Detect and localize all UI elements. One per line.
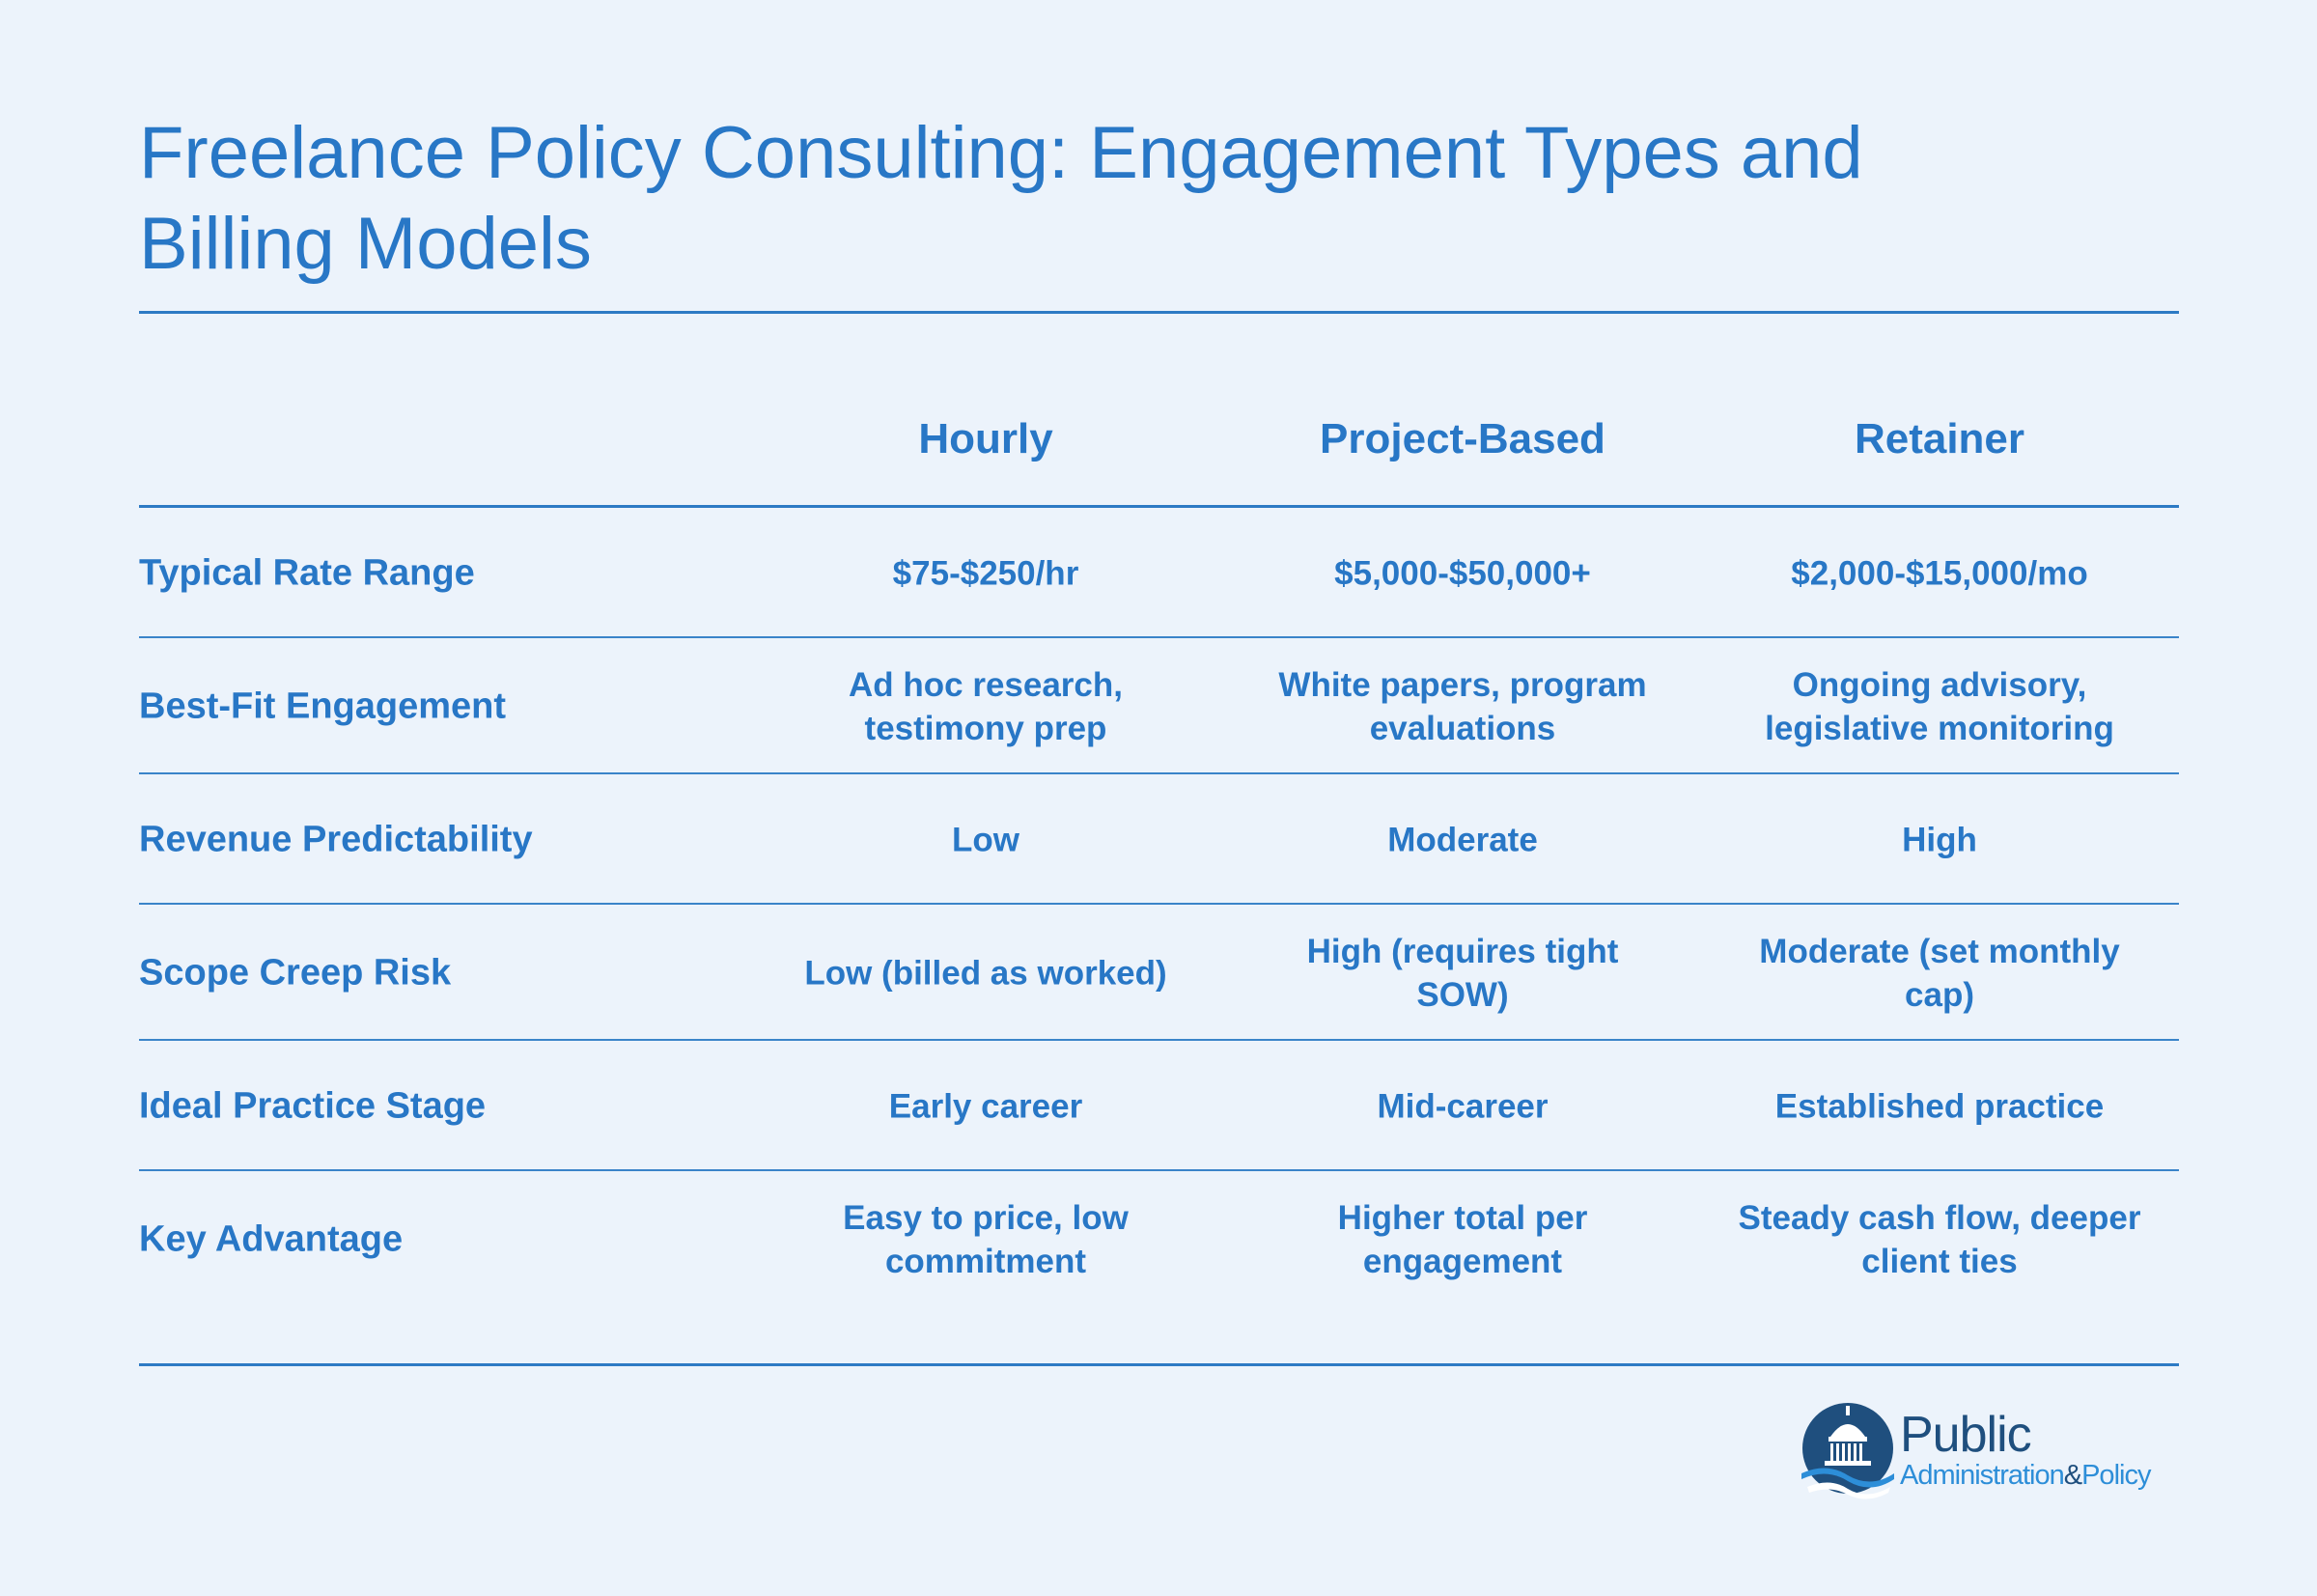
logo-subtitle: Administration&Policy bbox=[1900, 1460, 2151, 1491]
row-divider bbox=[139, 903, 2179, 905]
table-cell: White papers, program evaluations bbox=[1278, 665, 1647, 747]
table-cell: Ad hoc research, testimony prep bbox=[849, 665, 1123, 747]
capitol-dome-icon bbox=[1801, 1403, 1894, 1499]
table-cell: Steady cash flow, deeper client ties bbox=[1738, 1198, 2141, 1280]
row-label: Revenue Predictability bbox=[139, 819, 533, 859]
table-row: Key Advantage Easy to price, low commitm… bbox=[139, 1171, 2179, 1307]
table-cell: Moderate bbox=[1387, 821, 1538, 858]
table-bottom-rule bbox=[139, 1363, 2179, 1366]
row-label: Key Advantage bbox=[139, 1218, 404, 1259]
row-label: Typical Rate Range bbox=[139, 552, 475, 593]
table-cell: $2,000-$15,000/mo bbox=[1791, 554, 2088, 592]
table-row: Scope Creep Risk Low (billed as worked) … bbox=[139, 905, 2179, 1041]
table-cell: Low (billed as worked) bbox=[804, 954, 1167, 992]
table-cell: Ongoing advisory, legislative monitoring bbox=[1765, 665, 2114, 747]
row-label: Ideal Practice Stage bbox=[139, 1085, 487, 1126]
logo-subtitle-right: Policy bbox=[2081, 1460, 2151, 1491]
table-cell: Mid-career bbox=[1377, 1087, 1549, 1125]
row-divider bbox=[139, 772, 2179, 774]
table-cell: $75-$250/hr bbox=[892, 554, 1079, 592]
table-row: Ideal Practice Stage Early career Mid-ca… bbox=[139, 1041, 2179, 1171]
title-divider bbox=[139, 311, 2179, 314]
column-header-retainer: Retainer bbox=[1854, 415, 2025, 462]
page-title: Freelance Policy Consulting: Engagement … bbox=[139, 112, 1863, 285]
column-header-project-based: Project-Based bbox=[1320, 415, 1605, 462]
table-cell: Low bbox=[952, 821, 1019, 858]
table-cell: High (requires tight SOW) bbox=[1306, 932, 1619, 1014]
row-label: Best-Fit Engagement bbox=[139, 686, 507, 726]
logo-subtitle-left: Administration bbox=[1900, 1460, 2065, 1491]
table-cell: Early career bbox=[888, 1087, 1083, 1125]
table-cell: Higher total per engagement bbox=[1337, 1198, 1588, 1280]
row-divider bbox=[139, 1169, 2179, 1171]
table-row: Best-Fit Engagement Ad hoc research, tes… bbox=[139, 638, 2179, 774]
table-row: Revenue Predictability Low Moderate High bbox=[139, 774, 2179, 905]
table-cell: Moderate (set monthly cap) bbox=[1759, 932, 2120, 1014]
row-divider bbox=[139, 1039, 2179, 1041]
table-row: Typical Rate Range $75-$250/hr $5,000-$5… bbox=[139, 508, 2179, 638]
logo-wordmark: Public bbox=[1900, 1407, 2032, 1463]
logo-ampersand: & bbox=[2063, 1460, 2082, 1491]
row-divider bbox=[139, 636, 2179, 638]
table-cell: Easy to price, low commitment bbox=[843, 1198, 1129, 1280]
table-cell: $5,000-$50,000+ bbox=[1334, 554, 1591, 592]
table-cell: Established practice bbox=[1774, 1087, 2105, 1125]
publisher-logo: Public Administration&Policy bbox=[1798, 1398, 2184, 1504]
table-cell: High bbox=[1902, 821, 1977, 858]
header-divider bbox=[139, 505, 2179, 508]
column-header-hourly: Hourly bbox=[918, 415, 1053, 462]
row-label: Scope Creep Risk bbox=[139, 952, 452, 993]
